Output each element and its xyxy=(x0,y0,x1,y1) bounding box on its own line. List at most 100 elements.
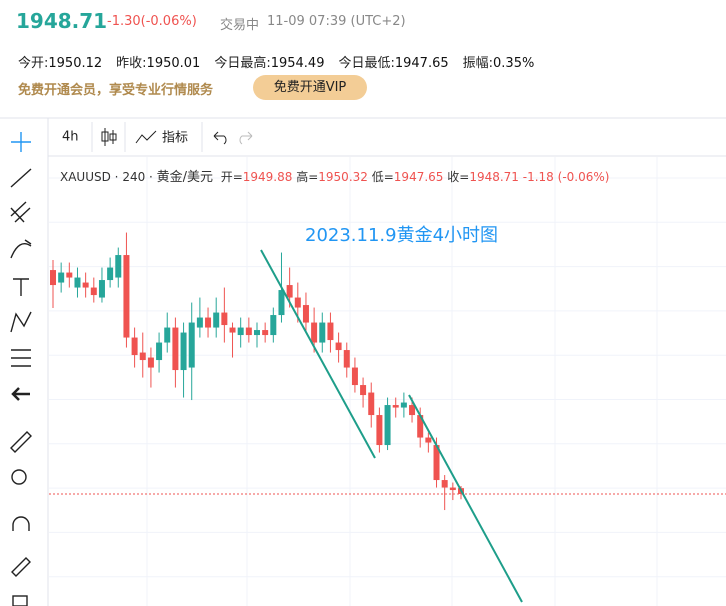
stat-value: 1950.12 xyxy=(48,56,103,71)
low-label: 低= xyxy=(371,170,394,184)
back-button[interactable] xyxy=(11,387,30,401)
stat-label: 今日最高: xyxy=(214,56,271,71)
candle-body xyxy=(58,272,65,283)
candle-body xyxy=(156,342,163,361)
text-tool[interactable] xyxy=(13,278,29,296)
change-pct: (-0.06%) xyxy=(557,170,610,184)
candle-body xyxy=(311,322,318,343)
candle-body xyxy=(50,270,56,286)
indicator-icon xyxy=(135,130,157,144)
candle-body xyxy=(262,330,269,336)
candle-body xyxy=(139,352,146,361)
prediction-tool[interactable] xyxy=(11,349,31,367)
interval-button[interactable]: 4h xyxy=(62,130,79,145)
redo-button[interactable] xyxy=(239,131,253,145)
undo-button[interactable] xyxy=(213,131,227,145)
candle-body xyxy=(360,385,367,396)
draw-lock-tool[interactable] xyxy=(11,557,31,577)
candle-body xyxy=(270,315,277,336)
candles xyxy=(49,232,726,511)
candle-body xyxy=(147,357,154,368)
candle-body xyxy=(188,322,195,368)
candle-body xyxy=(123,255,130,338)
candle-body xyxy=(90,287,97,296)
candle-body xyxy=(400,402,407,408)
close-value: 1948.71 xyxy=(469,170,519,184)
vip-button[interactable]: 免费开通VIP xyxy=(253,75,367,100)
trend-line xyxy=(260,249,376,459)
lock-tool[interactable] xyxy=(12,595,28,606)
candle-body xyxy=(409,405,416,416)
time: 11-09 07:39 (UTC+2) xyxy=(267,14,406,29)
candle-body xyxy=(417,415,424,438)
instrument-name: 黄金/美元 xyxy=(156,170,214,185)
trend-line xyxy=(408,394,523,603)
high-value: 1950.32 xyxy=(318,170,368,184)
candle-body xyxy=(66,272,73,278)
candle-body xyxy=(449,487,456,491)
brush-tool[interactable] xyxy=(10,239,32,259)
interval: 240 xyxy=(122,170,146,184)
candle-body xyxy=(82,282,89,288)
candle-body xyxy=(196,317,203,328)
stat-label: 振幅: xyxy=(462,56,494,71)
candle-body xyxy=(384,405,391,446)
candle-body xyxy=(335,342,342,351)
candle-body xyxy=(392,405,399,408)
candle-body xyxy=(205,317,212,328)
indicators-button[interactable]: 指标 xyxy=(162,131,188,146)
candle-body xyxy=(343,350,350,368)
ruler-tool[interactable] xyxy=(10,431,32,453)
candle-body xyxy=(319,322,326,343)
crosshair-tool[interactable] xyxy=(11,132,31,152)
candle-body xyxy=(254,330,260,336)
legend: XAUUSD · 240 · 黄金/美元 开=1949.88 高=1950.32… xyxy=(60,170,610,185)
candle-body xyxy=(98,280,105,298)
stat-label: 今日最低: xyxy=(338,56,395,71)
candle-body xyxy=(229,327,236,333)
change: -1.18 xyxy=(522,170,554,184)
candle-body xyxy=(278,290,285,316)
candle-type-button[interactable] xyxy=(101,128,117,146)
candle-body xyxy=(115,255,122,278)
stat-value: 1947.65 xyxy=(394,56,449,71)
candle-body xyxy=(172,327,179,371)
stat-label: 昨收: xyxy=(116,56,147,71)
candle-body xyxy=(327,322,334,341)
candle-body xyxy=(376,415,383,446)
status: 交易中 xyxy=(220,18,260,33)
symbol: XAUUSD xyxy=(60,170,111,184)
candle-body xyxy=(180,332,187,371)
candle-body xyxy=(425,437,432,443)
fib-tool[interactable] xyxy=(10,201,31,223)
price: 1948.71 xyxy=(16,9,108,33)
stat-value: 1954.49 xyxy=(270,56,325,71)
line-tool[interactable] xyxy=(10,168,32,188)
price-change: -1.30(-0.06%) xyxy=(107,14,197,29)
candle-body xyxy=(433,445,440,481)
candle-body xyxy=(107,267,114,281)
candle-body xyxy=(164,327,171,343)
stat-label: 今开: xyxy=(18,56,49,71)
stat-value: 1950.01 xyxy=(146,56,201,71)
candle-body xyxy=(221,312,228,326)
candle-body xyxy=(368,392,375,416)
candle-body xyxy=(245,327,252,336)
open-value: 1949.88 xyxy=(242,170,293,184)
candle-body xyxy=(131,337,138,356)
stats-row: 今开:1950.12 昨收:1950.01 今日最高:1954.49 今日最低:194… xyxy=(18,52,548,71)
candle-body xyxy=(237,327,244,336)
stat-value: 0.35% xyxy=(493,56,535,71)
chart-title: 2023.11.9黄金4小时图 xyxy=(305,225,498,246)
magnet-tool[interactable] xyxy=(12,516,30,531)
zoom-tool[interactable] xyxy=(11,469,27,485)
candle-body xyxy=(302,305,309,323)
candle-body xyxy=(213,312,220,328)
candle-body xyxy=(74,277,81,288)
pattern-tool[interactable] xyxy=(10,311,32,333)
promo-text: 免费开通会员，享受专业行情服务 xyxy=(18,83,214,98)
candle-body xyxy=(294,297,301,308)
low-value: 1947.65 xyxy=(393,170,444,184)
